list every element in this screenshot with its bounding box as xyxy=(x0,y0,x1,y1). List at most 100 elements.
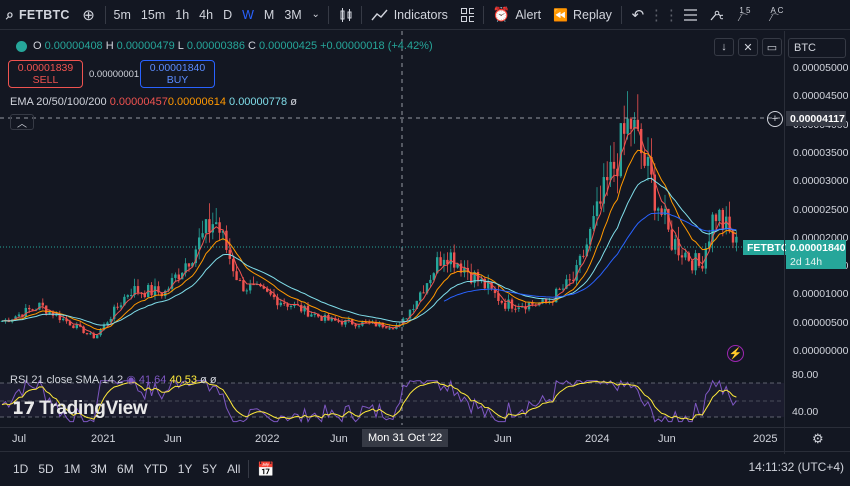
candle-body xyxy=(691,260,694,271)
candle xyxy=(640,123,643,170)
candle-body xyxy=(279,302,282,306)
drag-handle[interactable]: ⋮⋮ xyxy=(649,0,679,30)
compare-symbol-button[interactable]: ⊕ xyxy=(76,0,102,30)
candle-body xyxy=(687,252,690,261)
candle-body xyxy=(92,333,95,339)
currency-selector[interactable]: BTC xyxy=(788,38,846,58)
candle-body xyxy=(174,274,177,278)
collapse-legend-button[interactable]: ︿ xyxy=(10,114,34,130)
candle xyxy=(187,263,191,272)
candle xyxy=(395,323,398,330)
replay-button[interactable]: ⏪ Replay xyxy=(547,0,618,30)
indicators-button[interactable]: Indicators xyxy=(365,0,454,30)
candle-body xyxy=(38,302,41,310)
candle-body xyxy=(310,314,313,317)
candle-body xyxy=(344,320,347,325)
candle-body xyxy=(221,230,225,233)
chart-type-button[interactable] xyxy=(332,0,358,30)
ema200-value: ø xyxy=(290,96,297,108)
candle-body xyxy=(599,201,602,204)
candle-body xyxy=(473,272,476,283)
range-5y[interactable]: 5Y xyxy=(202,462,218,476)
numbered-chart-icon: 1 5 ⁄⁀ xyxy=(739,5,751,23)
go-to-date-button[interactable]: 📅 xyxy=(252,461,279,478)
range-1m[interactable]: 1M xyxy=(63,462,81,476)
data-window-button[interactable] xyxy=(703,0,729,30)
main-chart-canvas[interactable] xyxy=(0,0,784,425)
undo-button[interactable]: ↶ xyxy=(625,0,651,30)
time-axis-tick: Jun xyxy=(658,433,676,445)
candle-body xyxy=(606,177,609,181)
high-key: H xyxy=(105,40,114,52)
range-6m[interactable]: 6M xyxy=(117,462,134,476)
collapse-pane-button[interactable]: ✕ xyxy=(738,38,758,56)
candle xyxy=(388,325,391,330)
current-price-label: 0.00001840 xyxy=(786,240,846,255)
candle-body xyxy=(483,278,486,289)
interval-15m[interactable]: 15m xyxy=(140,7,166,22)
candle-body xyxy=(592,216,595,229)
buy-button[interactable]: 0.00001840 BUY xyxy=(140,60,215,88)
candle-body xyxy=(330,318,333,321)
add-alert-at-price-button[interactable]: + xyxy=(767,111,783,127)
chart-settings-button[interactable]: ⚙ xyxy=(812,431,824,447)
range-ytd[interactable]: YTD xyxy=(143,462,168,476)
rsi-sma-value: 40.53 xyxy=(169,374,197,386)
interval-5m[interactable]: 5m xyxy=(113,7,131,22)
maximize-pane-button[interactable]: ▭ xyxy=(762,38,782,56)
range-1y[interactable]: 1Y xyxy=(177,462,193,476)
ema-legend[interactable]: EMA 20/50/100/200 0.000004570.00000614 0… xyxy=(10,96,297,108)
time-axis[interactable]: Jul 2021 Jun 2022 Jun Jun 2024 Jun 2025 xyxy=(0,427,850,449)
interval-1h[interactable]: 1h xyxy=(175,7,190,22)
candle xyxy=(436,251,439,274)
interval-d[interactable]: D xyxy=(223,7,233,22)
high-value: 0.00000479 xyxy=(116,40,175,52)
symbol-search-button[interactable]: ⌕ FETBTC xyxy=(0,0,76,30)
range-all[interactable]: All xyxy=(227,462,241,476)
candle xyxy=(194,245,197,267)
candle xyxy=(235,264,238,281)
candle xyxy=(62,314,65,322)
alert-label: Alert xyxy=(515,7,542,22)
candle xyxy=(585,238,588,257)
candle-body xyxy=(663,208,667,215)
object-tree-button[interactable] xyxy=(677,0,703,30)
candle xyxy=(38,302,41,311)
range-5d[interactable]: 5D xyxy=(38,462,54,476)
alert-button[interactable]: ⏰ Alert xyxy=(487,0,547,30)
sell-button[interactable]: 0.00001839 SELL xyxy=(8,60,83,88)
candle xyxy=(422,285,425,294)
candle xyxy=(109,316,112,323)
candle-body xyxy=(41,302,44,306)
candle xyxy=(646,137,650,181)
candle-body xyxy=(55,313,58,316)
rsi-legend[interactable]: RSI 21 close SMA 14 2 ◉ 41.64 40.53 ø ø xyxy=(10,373,217,386)
bar-countdown-label: 2d 14h xyxy=(786,254,846,269)
templates-button[interactable] xyxy=(454,0,480,30)
letters-chart-button[interactable]: A C ⁄⁀ xyxy=(761,0,793,30)
range-1d[interactable]: 1D xyxy=(13,462,29,476)
timezone-clock[interactable]: 14:11:32 (UTC+4) xyxy=(748,460,845,474)
lightning-icon[interactable]: ⚡ xyxy=(727,345,744,362)
candle-body xyxy=(167,288,170,291)
candle-body xyxy=(133,286,136,296)
alarm-clock-icon: ⏰ xyxy=(492,6,511,22)
candle-body xyxy=(201,233,204,238)
candle xyxy=(293,301,296,309)
numbers-chart-button[interactable]: 1 5 ⁄⁀ xyxy=(729,0,761,30)
scroll-down-button[interactable]: ↓ xyxy=(714,38,734,56)
candle xyxy=(599,185,602,209)
interval-w[interactable]: W xyxy=(242,7,254,22)
price-axis-tick: 0.00005000 xyxy=(793,62,849,74)
range-3m[interactable]: 3M xyxy=(90,462,108,476)
interval-3m[interactable]: 3M xyxy=(284,7,302,22)
interval-m[interactable]: M xyxy=(263,7,275,22)
candle-body xyxy=(235,271,238,281)
interval-4h[interactable]: 4h xyxy=(199,7,214,22)
candle-body xyxy=(31,309,34,311)
candle-body xyxy=(65,318,68,322)
candle-body xyxy=(262,286,265,289)
interval-dropdown-button[interactable]: ⌄ xyxy=(307,0,325,30)
candle-body xyxy=(646,157,650,166)
candle-body xyxy=(541,299,544,304)
